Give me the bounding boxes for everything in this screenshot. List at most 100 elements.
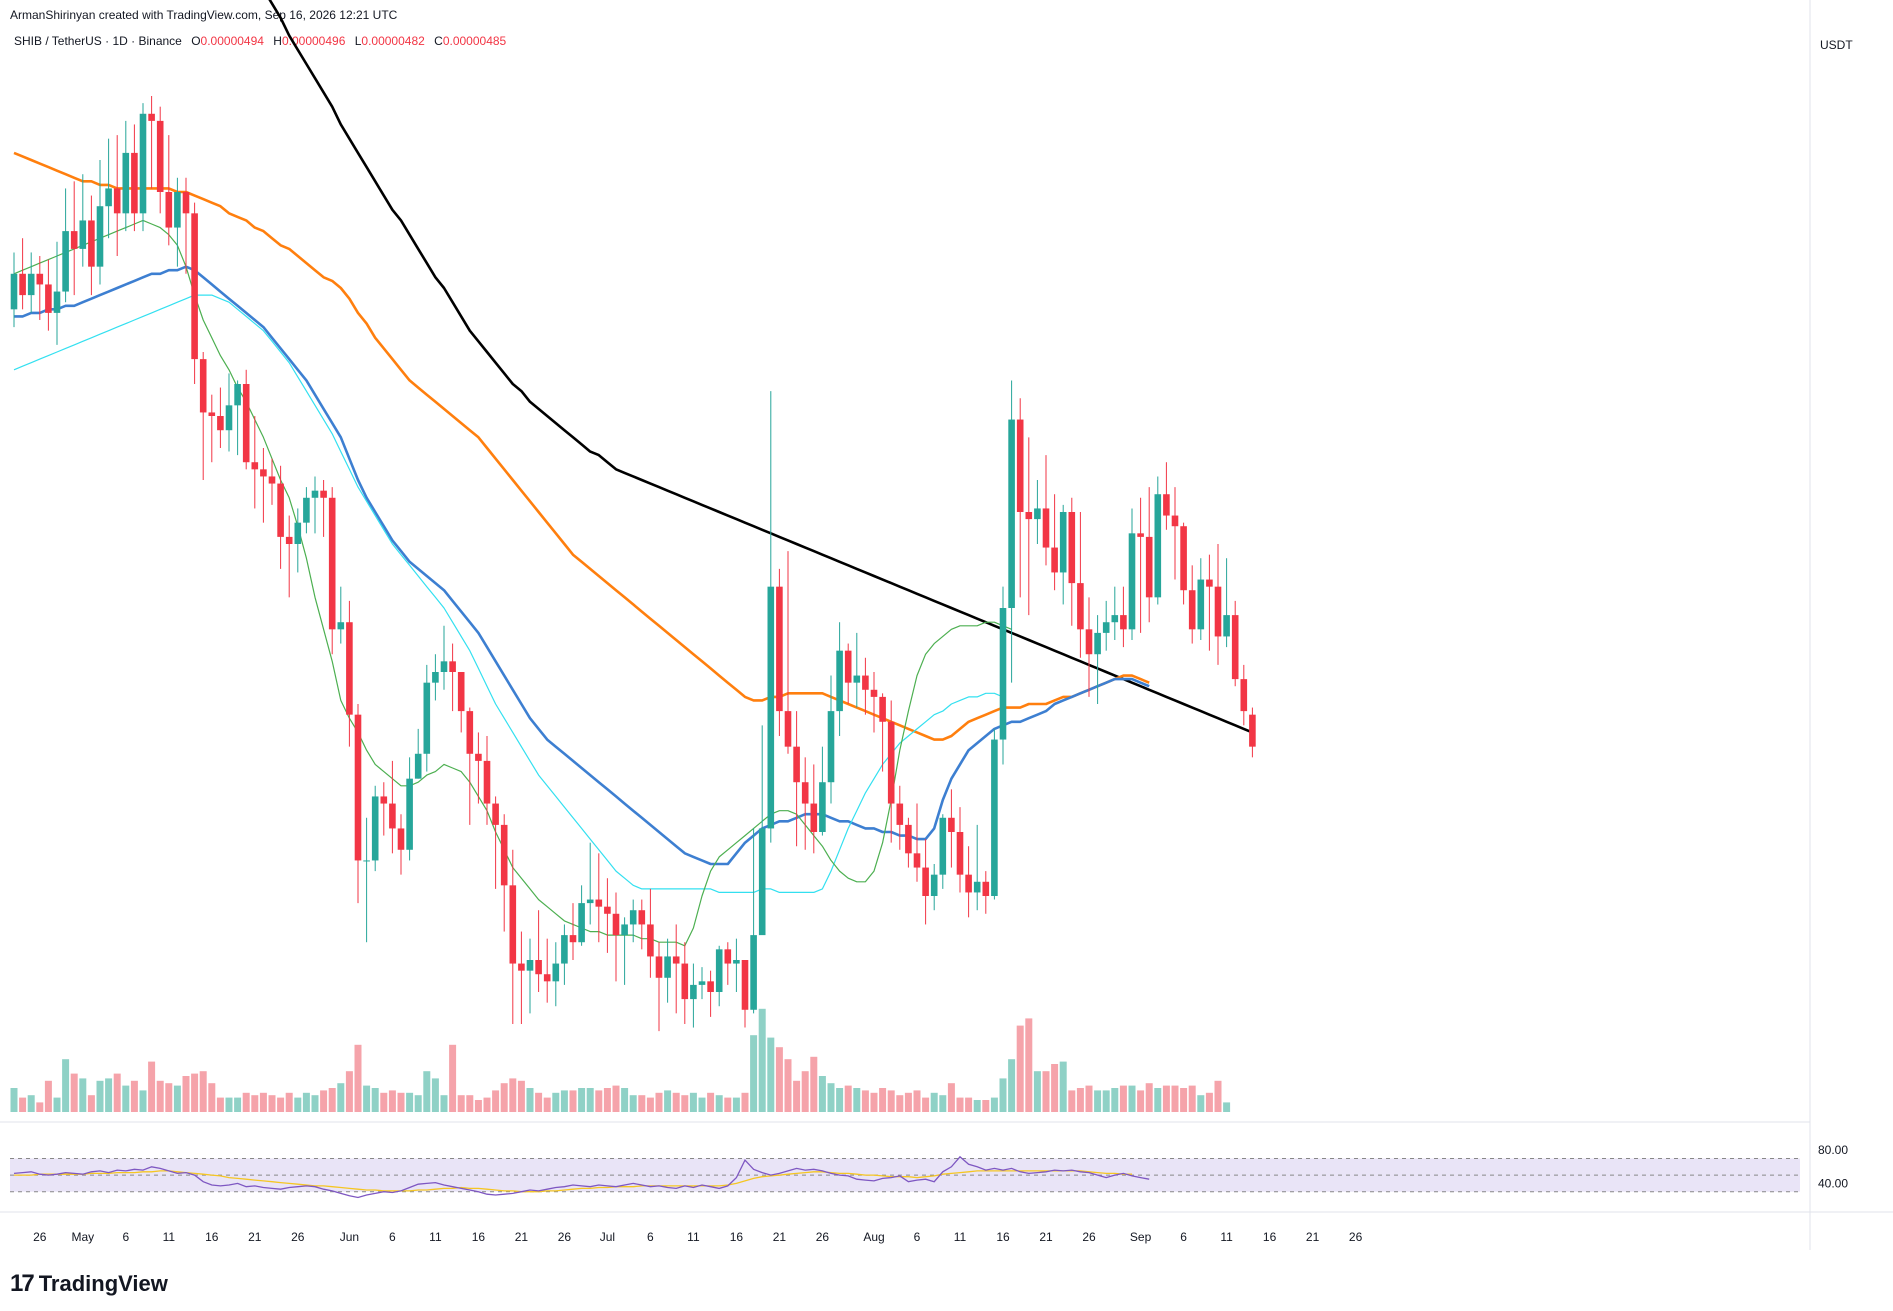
candle-body [414, 753, 422, 779]
time-tick-label: 26 [1349, 1230, 1363, 1244]
candle-body [896, 803, 904, 825]
volume-bar [1016, 1025, 1024, 1112]
volume-bar [130, 1080, 138, 1112]
candle-body [354, 714, 362, 861]
volume-bar [328, 1088, 336, 1112]
time-tick-label: 16 [472, 1230, 486, 1244]
candle-body [285, 536, 293, 544]
candle-body [122, 152, 130, 214]
time-tick-label: 6 [122, 1230, 129, 1244]
volume-bar [139, 1090, 147, 1112]
volume-bar [999, 1078, 1007, 1112]
candle-body [1008, 419, 1015, 608]
candle-body [793, 746, 800, 783]
candle-body [449, 661, 456, 672]
volume-bar [638, 1095, 646, 1112]
volume-bar [1145, 1083, 1153, 1112]
candle-body [750, 935, 757, 1010]
volume-bar [79, 1078, 87, 1112]
candle-body [784, 711, 792, 747]
volume-bar [1205, 1092, 1213, 1112]
candle-body [1197, 579, 1205, 630]
moving-average-ma200 [268, 0, 1253, 734]
candle-body [1154, 494, 1162, 598]
moving-average-ma50 [14, 265, 1150, 866]
candle-body [776, 586, 783, 712]
volume-bar [414, 1095, 422, 1112]
candle-body [466, 711, 474, 754]
candle-body [810, 803, 818, 832]
volume-bar [122, 1085, 130, 1112]
time-tick-label: 26 [816, 1230, 830, 1244]
volume-bar [53, 1097, 61, 1112]
candle-body [432, 672, 439, 683]
time-tick-label: 11 [1220, 1230, 1233, 1244]
open-value: 0.00000494 [200, 34, 264, 48]
volume-bar [1102, 1090, 1110, 1112]
candle-body [483, 760, 491, 804]
volume-bar [1223, 1102, 1231, 1112]
candle-body [397, 828, 405, 850]
volume-bar [990, 1097, 998, 1112]
candle-body [234, 384, 241, 406]
volume-bar [19, 1097, 27, 1112]
candle-body [1111, 615, 1119, 623]
close-value: 0.00000485 [442, 34, 507, 48]
volume-bar [320, 1090, 328, 1112]
candle-body [268, 476, 276, 484]
volume-bar [646, 1097, 654, 1112]
candle-body [853, 675, 861, 683]
candle-body [767, 586, 775, 829]
candle-body [913, 853, 921, 868]
volume-bar [1008, 1059, 1016, 1112]
volume-bar [664, 1090, 672, 1112]
candle-body [1025, 512, 1033, 520]
symbol-name[interactable]: SHIB / TetherUS · 1D · Binance [14, 34, 182, 48]
candle-body [999, 608, 1007, 740]
candle-body [1085, 629, 1093, 655]
candle-body [629, 910, 637, 925]
candle-body [1016, 419, 1024, 512]
volume-bar [380, 1092, 388, 1112]
volume-bar [242, 1092, 250, 1112]
volume-bar [156, 1080, 164, 1112]
time-tick-label: 26 [33, 1230, 47, 1244]
candle-body [569, 935, 577, 943]
candle-body [406, 778, 413, 850]
volume-bar [173, 1085, 181, 1112]
volume-bar [492, 1090, 500, 1112]
volume-bar [474, 1100, 482, 1112]
volume-bar [947, 1083, 955, 1112]
volume-bar [294, 1097, 302, 1112]
volume-bar [844, 1085, 852, 1112]
time-tick-label: May [71, 1230, 94, 1244]
volume-bar [277, 1097, 285, 1112]
volume-bar [879, 1088, 887, 1112]
candle-body [225, 405, 233, 431]
volume-bar [363, 1085, 371, 1112]
candle-body [595, 899, 603, 907]
volume-bar [466, 1095, 474, 1112]
open-label: O [191, 34, 201, 48]
candle-body [827, 711, 835, 783]
candle-body [148, 113, 155, 121]
time-tick-label: 11 [163, 1230, 176, 1244]
candle-body [88, 220, 95, 267]
candle-body [1206, 579, 1213, 587]
volume-bar [655, 1092, 663, 1112]
volume-bar [1051, 1064, 1059, 1112]
candle-body [165, 192, 173, 228]
volume-bar [259, 1092, 267, 1112]
volume-bar [801, 1071, 809, 1112]
volume-bar [973, 1100, 981, 1112]
rsi-axis-label: 40.00 [1818, 1176, 1848, 1190]
candle-body [53, 291, 61, 313]
volume-bar [982, 1100, 990, 1112]
candle-body [647, 924, 654, 957]
time-tick-label: 26 [1082, 1230, 1096, 1244]
volume-bar [431, 1078, 439, 1112]
candle-body [905, 824, 912, 854]
candle-body [1249, 714, 1256, 747]
volume-bar [1128, 1085, 1136, 1112]
